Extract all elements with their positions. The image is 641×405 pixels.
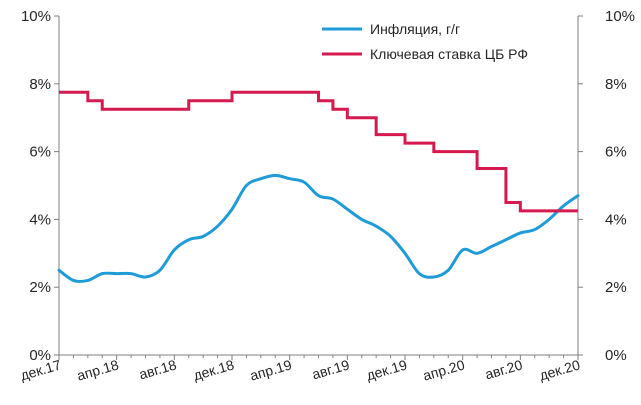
left-y-tick-label: 8% <box>29 76 51 93</box>
left-y-tick-label: 2% <box>29 279 51 296</box>
x-tick-label: апр.20 <box>421 356 467 383</box>
left-y-tick-label: 6% <box>29 144 51 161</box>
series-layer <box>57 90 580 283</box>
x-tick-label: дек.20 <box>537 356 582 383</box>
legend: Инфляция, г/г Ключевая ставка ЦБ РФ <box>322 21 528 62</box>
x-tick-label: авг.19 <box>310 356 351 382</box>
right-y-axis: 0% 2% 4% 6% 8% 10% <box>578 8 635 364</box>
series-line-inflation <box>57 173 580 283</box>
legend-label: Ключевая ставка ЦБ РФ <box>370 46 528 62</box>
x-tick-label: дек.18 <box>191 356 236 383</box>
right-y-tick-label: 4% <box>605 211 627 228</box>
x-tick-label: апр.19 <box>248 356 294 383</box>
legend-label: Инфляция, г/г <box>370 21 460 37</box>
right-y-tick-label: 6% <box>605 144 627 161</box>
left-y-tick-label: 4% <box>29 211 51 228</box>
left-y-tick-label: 0% <box>29 347 51 364</box>
x-tick-label: дек.19 <box>364 356 409 383</box>
right-y-tick-label: 0% <box>605 347 627 364</box>
right-y-tick-label: 2% <box>605 279 627 296</box>
x-axis: дек.17 апр.18 авг.18 дек.18 апр.19 авг.19 дек.… <box>18 355 582 384</box>
right-y-tick-label: 8% <box>605 76 627 93</box>
x-tick-label: авг.18 <box>137 356 178 382</box>
x-tick-label: авг.20 <box>483 356 524 382</box>
series-line-key-rate <box>59 90 578 213</box>
left-y-tick-label: 10% <box>21 8 51 25</box>
left-y-axis: 0% 2% 4% 6% 8% 10% <box>21 8 59 364</box>
x-tick-label: апр.18 <box>75 356 121 383</box>
right-y-tick-label: 10% <box>605 8 635 25</box>
